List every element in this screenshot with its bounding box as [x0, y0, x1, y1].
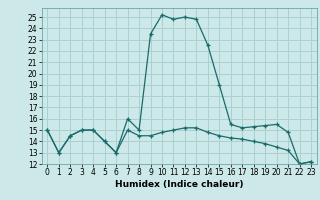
- X-axis label: Humidex (Indice chaleur): Humidex (Indice chaleur): [115, 180, 244, 189]
